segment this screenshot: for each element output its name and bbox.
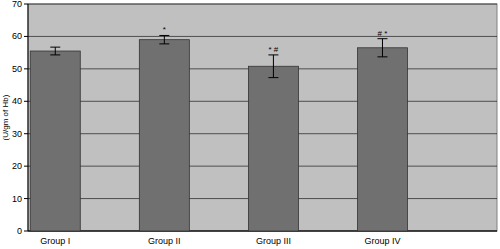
tick-label: 30: [12, 129, 22, 139]
tick-mark: [24, 166, 28, 167]
error-bar: [382, 39, 383, 57]
bar: [248, 66, 298, 231]
tick-label: 10: [12, 194, 22, 204]
category-label: Group IV: [364, 236, 400, 246]
tick-label: 60: [12, 31, 22, 41]
error-cap: [159, 43, 169, 44]
tick-mark: [24, 231, 28, 232]
error-cap: [377, 38, 387, 39]
tick-label: 70: [12, 0, 22, 9]
y-axis-label: (U/gm of Hb): [1, 94, 10, 140]
category-label: Group I: [40, 236, 70, 246]
error-cap: [268, 54, 278, 55]
error-cap: [50, 54, 60, 55]
error-cap: [268, 77, 278, 78]
error-cap: [377, 56, 387, 57]
y-axis: [28, 4, 29, 231]
tick-label: 20: [12, 161, 22, 171]
tick-mark: [24, 68, 28, 69]
annotation: * #: [269, 45, 279, 54]
tick-mark: [24, 101, 28, 102]
error-bar: [55, 47, 56, 55]
bar: [30, 51, 80, 231]
grid-line: [28, 36, 497, 37]
tick-mark: [24, 4, 28, 5]
tick-mark: [24, 36, 28, 37]
plot-area: [28, 4, 497, 231]
annotation: # *: [378, 29, 388, 38]
grid-line: [28, 4, 497, 5]
tick-label: 50: [12, 64, 22, 74]
tick-label: 0: [17, 226, 22, 236]
category-label: Group II: [148, 236, 181, 246]
error-bar: [273, 55, 274, 78]
error-bar: [164, 35, 165, 43]
tick-label: 40: [12, 96, 22, 106]
error-cap: [159, 35, 169, 36]
tick-mark: [24, 198, 28, 199]
chart: 0 10 20 30 40 50 60 70 * * # # * Group I Group II Gro…: [0, 0, 500, 249]
error-cap: [50, 47, 60, 48]
bar: [357, 48, 407, 231]
annotation: *: [163, 25, 166, 34]
tick-mark: [24, 133, 28, 134]
category-label: Group III: [256, 236, 291, 246]
bar: [139, 40, 189, 231]
